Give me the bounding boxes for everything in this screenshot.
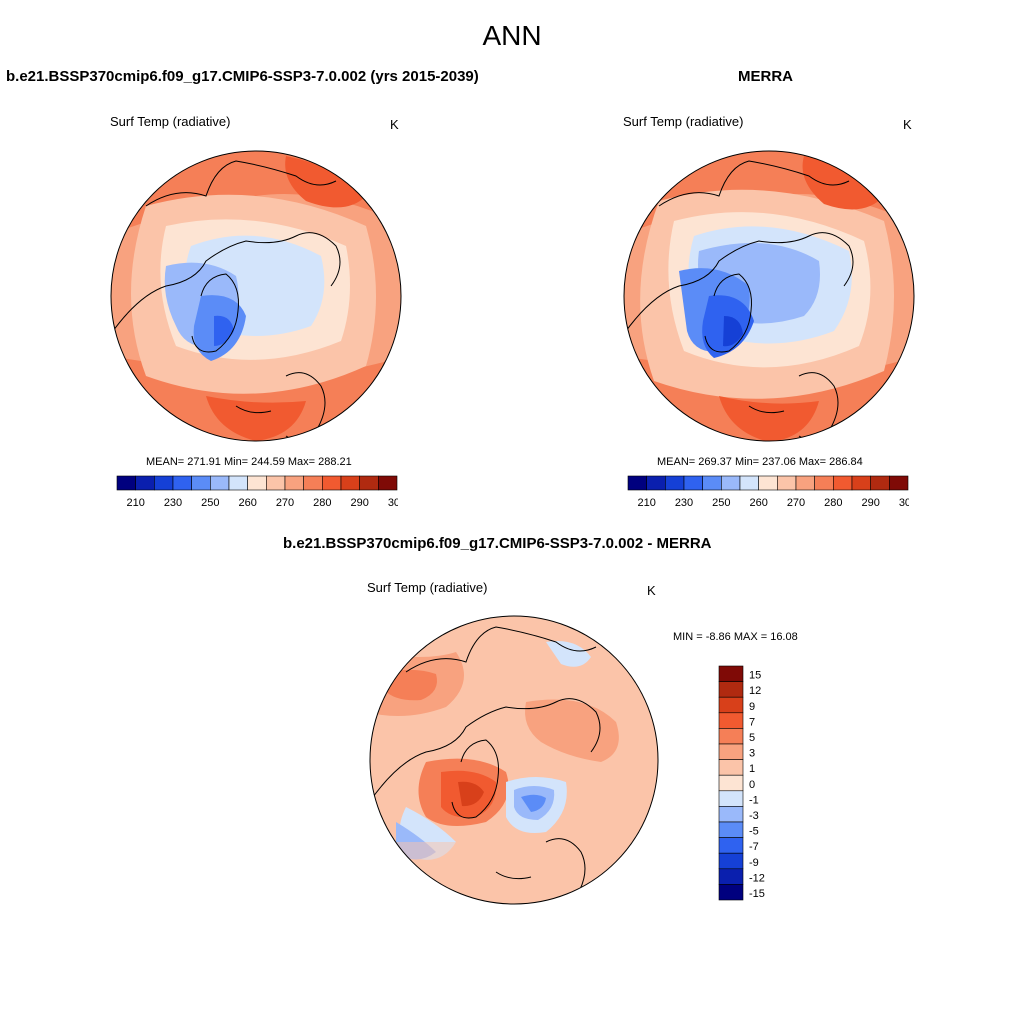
- panel3-colorbar-label: 9: [749, 701, 755, 713]
- panel3-colorbar-box: [718, 884, 744, 901]
- panel2-colorbar-box: [870, 475, 890, 491]
- panel3-colorbar-label: -15: [749, 888, 765, 900]
- panel3-colorbar-box: [718, 774, 744, 792]
- panel3-colorbar-label: 12: [749, 685, 761, 697]
- panel1-colorbar-box: [266, 475, 286, 491]
- panel2-colorbar-label: 270: [787, 497, 805, 509]
- panel3-colorbar-label: 15: [749, 670, 761, 682]
- panel2-colorbar-box: [814, 475, 834, 491]
- panel2-colorbar-box: [739, 475, 759, 491]
- panel3-colorbar-box: [718, 790, 744, 807]
- panel3-colorbar-box: [718, 696, 744, 714]
- panel1-colorbar-box: [247, 475, 267, 491]
- panel3-colorbar-box: [718, 728, 744, 745]
- panel3-colorbar-label: -9: [749, 857, 759, 869]
- panel1-colorbar-label: 270: [276, 497, 294, 509]
- panel1-colorbar: [116, 475, 398, 491]
- panel3-colorbar-box: [718, 759, 744, 776]
- panel2-colorbar-label: 250: [712, 497, 730, 509]
- panel3-colorbar-label: 0: [749, 779, 755, 791]
- panel1-colorbar-box: [284, 475, 304, 491]
- panel2-colorbar-box: [627, 475, 647, 491]
- panel2-colorbar-label: 280: [824, 497, 842, 509]
- panel2-colorbar-labels: 210 230 250 260 270 280 290 300: [637, 497, 909, 509]
- panel3-case-title: b.e21.BSSP370cmip6.f09_g17.CMIP6-SSP3-7.…: [283, 535, 712, 552]
- panel2-colorbar-label: 210: [637, 497, 655, 509]
- panel2-case-title: MERRA: [738, 68, 793, 85]
- panel1-colorbar-label: 230: [164, 497, 182, 509]
- panel1-units-label: K: [390, 117, 399, 132]
- panel1-colorbar-box: [228, 475, 248, 491]
- panel2-colorbar-label: 260: [749, 497, 767, 509]
- panel3-colorbar-box: [718, 837, 744, 854]
- panel1-colorbar-labels: 210 230 250 260 270 280 290 300: [126, 497, 398, 509]
- panel1-polar-map: [110, 150, 402, 442]
- panel1-stats: MEAN= 271.91 Min= 244.59 Max= 288.21: [146, 456, 352, 468]
- panel3-colorbar-label: 1: [749, 763, 755, 775]
- panel1-colorbar-box: [191, 475, 211, 491]
- panel3-colorbar-box: [718, 868, 744, 885]
- panel1-variable-label: Surf Temp (radiative): [110, 114, 231, 129]
- panel3-colorbar-label: 3: [749, 748, 755, 760]
- panel3-variable-label: Surf Temp (radiative): [367, 580, 488, 595]
- panel2-colorbar-label: 230: [675, 497, 693, 509]
- panel2-colorbar-box: [721, 475, 741, 491]
- panel3-colorbar: 15 12 9 7 5 3 1 0 -1 -3 -5 -7 -9 -12 -15: [718, 665, 765, 901]
- panel1-colorbar-label: 290: [350, 497, 368, 509]
- panel3-colorbar-box: [718, 665, 744, 682]
- panel2-colorbar-label: 290: [861, 497, 879, 509]
- panel3-colorbar-box: [718, 806, 744, 823]
- page-title: ANN: [482, 20, 542, 51]
- panel3-colorbar-label: -7: [749, 841, 759, 853]
- panel2-colorbar-box: [889, 475, 909, 491]
- panel3-colorbar-box: [718, 743, 744, 760]
- panel1-colorbar-box: [135, 475, 155, 491]
- panel1-colorbar-box: [210, 475, 230, 491]
- panel2-colorbar-box: [665, 475, 685, 491]
- panel3-colorbar-label: -3: [749, 810, 759, 822]
- panel1-colorbar-label: 280: [313, 497, 331, 509]
- panel2-units-label: K: [903, 117, 912, 132]
- panel3-polar-map: [369, 615, 659, 905]
- panel1-colorbar-box: [116, 475, 136, 491]
- panel2-colorbar-box: [795, 475, 815, 491]
- panel3-colorbar-label: -1: [749, 794, 759, 806]
- panel1-colorbar-box: [303, 475, 323, 491]
- panel2-colorbar-box: [833, 475, 853, 491]
- panel2-colorbar-box: [851, 475, 871, 491]
- panel1-colorbar-box: [172, 475, 192, 491]
- panel3-colorbar-box: [718, 821, 744, 838]
- panel3-colorbar-label: -5: [749, 826, 759, 838]
- panel3-units-label: K: [647, 583, 656, 598]
- panel1-case-title: b.e21.BSSP370cmip6.f09_g17.CMIP6-SSP3-7.…: [6, 68, 479, 85]
- panel1-colorbar-label: 210: [126, 497, 144, 509]
- panel2-polar-map: [623, 150, 915, 442]
- panel3-colorbar-label: 5: [749, 732, 755, 744]
- panel1-colorbar-box: [322, 475, 342, 491]
- panel2-colorbar-box: [777, 475, 797, 491]
- panel3-stats: MIN = -8.86 MAX = 16.08: [673, 631, 798, 643]
- panel1-colorbar-label: 260: [238, 497, 256, 509]
- panel2-variable-label: Surf Temp (radiative): [623, 114, 744, 129]
- panel3-colorbar-box: [718, 852, 744, 870]
- panel3-colorbar-box: [718, 712, 744, 729]
- panel2-colorbar-box: [683, 475, 703, 491]
- panel1-colorbar-box: [154, 475, 174, 491]
- panel3-colorbar-box: [718, 681, 744, 698]
- panel2-colorbar-box: [702, 475, 722, 491]
- panel2-colorbar: [627, 475, 909, 491]
- panel1-colorbar-label: 250: [201, 497, 219, 509]
- panel1-colorbar-box: [340, 475, 360, 491]
- panel3-colorbar-label: 7: [749, 716, 755, 728]
- panel1-colorbar-box: [378, 475, 398, 491]
- panel1-colorbar-label: 300: [388, 497, 398, 509]
- panel2-colorbar-box: [758, 475, 778, 491]
- panel2-colorbar-box: [646, 475, 666, 491]
- panel2-colorbar-label: 300: [899, 497, 909, 509]
- panel2-stats: MEAN= 269.37 Min= 237.06 Max= 286.84: [657, 456, 863, 468]
- panel1-colorbar-box: [359, 475, 379, 491]
- panel3-colorbar-label: -12: [749, 872, 765, 884]
